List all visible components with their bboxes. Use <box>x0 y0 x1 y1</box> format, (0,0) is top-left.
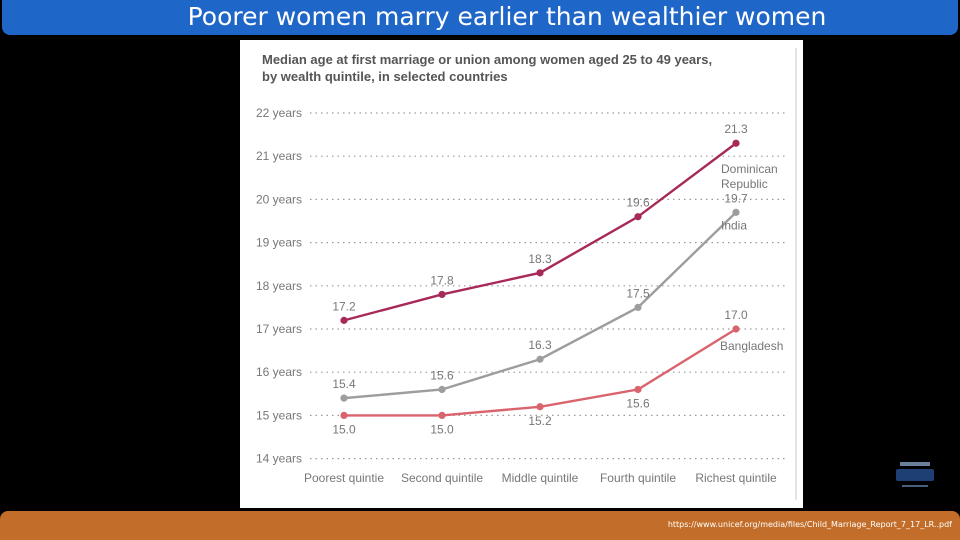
logo-bar-icon <box>900 462 930 466</box>
data-point <box>340 394 348 402</box>
data-label: 19.7 <box>724 191 748 205</box>
data-point <box>732 139 740 147</box>
y-tick-label: 17 years <box>256 322 302 336</box>
data-point <box>634 303 642 311</box>
y-tick-label: 18 years <box>256 279 302 293</box>
y-tick-label: 19 years <box>256 236 302 250</box>
chart-panel: Median age at first marriage or union am… <box>240 40 803 508</box>
data-point <box>340 411 348 419</box>
data-label: 21.3 <box>724 122 748 136</box>
logo-underline-icon <box>902 485 928 487</box>
y-tick-label: 22 years <box>256 106 302 120</box>
data-point <box>732 208 740 216</box>
data-points <box>340 139 740 419</box>
y-tick-label: 20 years <box>256 192 302 206</box>
data-point <box>536 403 544 411</box>
chart-title-line2: by wealth quintile, in selected countrie… <box>262 69 508 84</box>
title-bar: Poorer women marry earlier than wealthie… <box>2 0 958 35</box>
data-point <box>438 290 446 299</box>
data-point <box>536 269 544 277</box>
data-point <box>438 411 446 419</box>
y-tick-label: 15 years <box>256 408 302 422</box>
footer-bar: https://www.unicef.org/media/files/Child… <box>0 511 960 540</box>
series-label: Dominican <box>721 162 778 176</box>
gridlines <box>310 112 785 460</box>
x-tick-label: Richest quintile <box>695 471 777 485</box>
x-tick-label: Fourth quintile <box>600 471 676 485</box>
logo <box>886 460 944 496</box>
data-labels: 17.2 17.8 18.3 19.6 21.3 15.4 15.6 16.3 17.5 19.7… <box>332 122 748 436</box>
series-lines <box>343 142 737 417</box>
logo-mark <box>896 462 934 487</box>
data-label: 18.3 <box>528 252 552 266</box>
data-point <box>438 385 446 394</box>
x-axis: Poorest quintie Second quintile Middle qui… <box>304 471 777 485</box>
data-point <box>634 385 642 394</box>
series-label: Republic <box>721 177 768 191</box>
series-label: Bangladesh <box>720 339 783 353</box>
data-point <box>536 355 544 363</box>
y-tick-label: 16 years <box>256 365 302 379</box>
data-label: 17.5 <box>626 286 650 300</box>
data-point <box>634 213 642 221</box>
series-line <box>343 142 737 322</box>
data-label: 15.4 <box>332 377 356 391</box>
line-chart: Median age at first marriage or union am… <box>256 48 797 500</box>
data-label: 16.3 <box>528 338 552 352</box>
series-label: India <box>721 218 747 232</box>
data-label: 17.8 <box>430 273 454 287</box>
x-tick-label: Middle quintile <box>502 471 579 485</box>
y-axis: 14 years 15 years 16 years 17 years 18 years… <box>256 106 302 466</box>
source-link[interactable]: https://www.unicef.org/media/files/Child… <box>667 520 952 529</box>
data-label: 15.6 <box>626 396 650 410</box>
data-point <box>732 325 740 333</box>
data-label: 17.0 <box>724 308 748 322</box>
x-tick-label: Second quintile <box>401 471 483 485</box>
data-label: 15.0 <box>332 422 356 436</box>
y-tick-label: 14 years <box>256 452 302 466</box>
data-label: 15.0 <box>430 422 454 436</box>
data-label: 17.2 <box>332 299 356 313</box>
logo-badge-icon <box>896 469 934 481</box>
slide-title: Poorer women marry earlier than wealthie… <box>187 2 827 31</box>
data-label: 15.2 <box>528 414 552 428</box>
chart-title-line1: Median age at first marriage or union am… <box>262 52 712 67</box>
data-label: 15.6 <box>430 368 454 382</box>
data-label: 19.6 <box>626 196 650 210</box>
y-tick-label: 21 years <box>256 149 302 163</box>
x-tick-label: Poorest quintie <box>304 471 384 485</box>
data-point <box>340 316 348 324</box>
